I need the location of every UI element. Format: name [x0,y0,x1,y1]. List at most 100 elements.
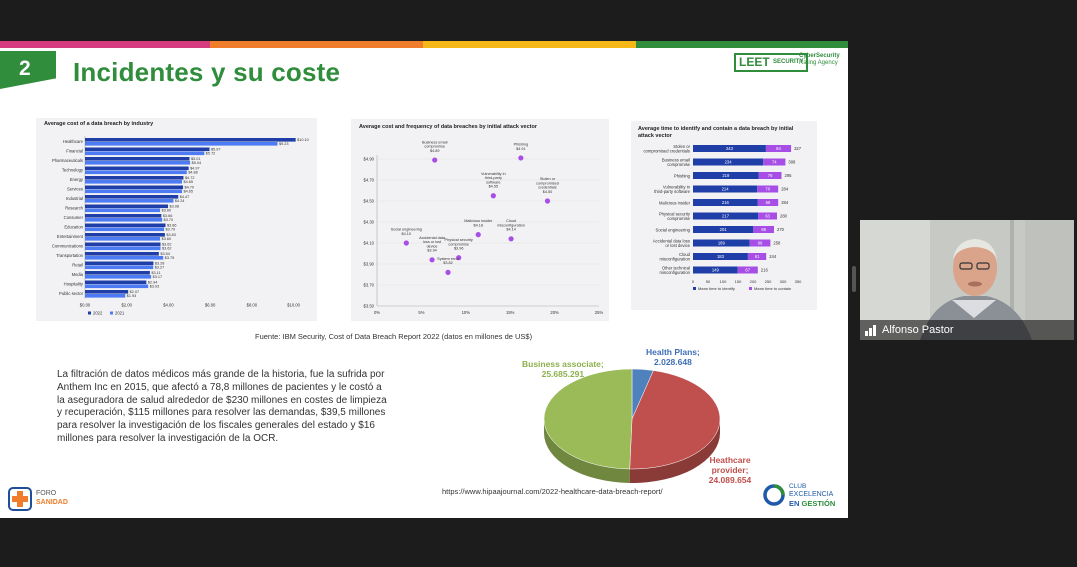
time-x-tick: 250 [765,279,772,284]
leet-logo: LEET SECURITY [734,53,809,72]
pie-label-health-plans: Health Plans; 2.028.648 [646,347,700,367]
time-bar-stolen-or-compromised-credentials-mean-time-to-contain [765,145,792,152]
pie-label-healthcare-provider-value: 24.089.654 [708,475,752,485]
time-bar-physical-security-compromise-mean-time-to-identify [693,212,759,220]
industry-bar-label-media-2021: $3.17 [153,275,163,279]
scatter-point-label-vulnerability-in-third-party-software: Vulnerability in third-party software $4.55 [481,172,506,189]
pie-label-business-associate-value: 25.685.291 [541,369,585,379]
time-bar-label-vulnerability-in-third-party-software-mean-time-to-identify: 214 [722,187,730,192]
stripe-yellow [423,41,636,48]
industry-bar-label-healthcare-2022: $10.10 [297,138,309,142]
leet-tagline-2: Rating Agency [799,60,838,66]
participant-video-tile[interactable]: Alfonso Pastor [860,220,1074,340]
industry-category-public-sector: Public sector [59,291,84,296]
scatter-point-cloud-misconfiguration [508,236,514,242]
foro-text-2: SANIDAD [36,499,68,506]
time-bar-other-technical-misconfiguration-mean-time-to-identify [693,266,738,274]
source-url: https://www.hipaajournal.com/2022-health… [442,487,663,496]
industry-bar-label-education-2021: $3.79 [166,228,176,232]
pie-label-healthcare-provider: Heathcare provider; 24.089.654 [704,455,756,485]
scatter-point-accidental-data-loss-or-lost-device [429,257,435,263]
scatter-x-tick: 25% [595,310,604,315]
industry-bar-label-transportation-2021: $3.75 [165,256,175,260]
club-excelencia-logo: CLUB EXCELENCIA EN GESTIÓN [763,483,843,511]
industry-category-industrial: Industrial [66,196,83,201]
leet-logo-small: SECURITY [773,59,804,65]
time-bar-phishing-mean-time-to-identify [693,172,759,179]
industry-bar-label-financial-2021: $5.72 [206,152,216,156]
signal-bars-icon [865,325,876,336]
time-category-malicious-insider: Malicious insider [659,201,691,206]
scatter-point-label-business-email-compromise: Business email compromise $4.89 [422,140,448,152]
time-legend-swatch-mean-time-to-contain [749,287,752,290]
time-category-business-email-compromise: Business email compromise [662,158,691,168]
time-bar-other-technical-misconfiguration-mean-time-to-contain [737,266,758,274]
scatter-point-social-engineering [403,240,409,246]
scatter-x-tick: 20% [550,310,559,315]
time-bar-label-business-email-compromise-mean-time-to-identify: 234 [725,160,733,165]
time-category-cloud-misconfiguration: Cloud misconfiguration [660,252,691,262]
time-category-phishing: Phishing [674,174,691,179]
pie-side-business-associate [544,419,630,483]
industry-category-energy: Energy [70,177,84,182]
industry-bar-media-2022 [85,271,150,275]
industry-bar-label-retail-2021: $3.27 [155,266,165,270]
time-bar-label-cloud-misconfiguration-mean-time-to-identify: 183 [717,254,725,259]
scatter-x-tick: 0% [374,310,380,315]
industry-category-financial: Financial [66,149,83,154]
time-x-tick: 300 [780,279,787,284]
scatter-point-label-phishing: Phishing $4.91 [514,143,529,151]
time-bar-phishing-mean-time-to-contain [758,172,782,179]
time-bar-label-accidental-data-loss-or-lost-device-mean-time-to-contain: 69 [758,241,763,246]
industry-bar-transportation-2022 [85,252,159,256]
leet-tagline: CyberSecurity Rating Agency [799,53,840,67]
attack-vector-scatter-figure: Average cost and frequency of data breac… [351,119,609,321]
time-chart-title: Average time to identify and contain a d… [638,126,794,139]
industry-category-healthcare: Healthcare [63,139,84,144]
industry-bar-label-services-2022: $4.70 [185,186,195,190]
industry-bar-technology-2021 [85,170,187,175]
industry-bar-label-entertainment-2022: $3.83 [166,233,176,237]
time-bar-label-cloud-misconfiguration-mean-time-to-contain: 61 [755,254,760,259]
industry-bar-services-2021 [85,189,182,194]
scatter-x-tick: 5% [418,310,424,315]
industry-bar-pharmaceuticals-2022 [85,157,190,161]
industry-bar-public-sector-2022 [85,290,129,294]
industry-bar-research-2021 [85,208,161,213]
stripe-pink [0,41,210,48]
scatter-point-label-stolen-or-compromised-credentials: Stolen or compromised credentials $4.50 [536,177,559,194]
scatter-point-stolen-or-compromised-credentials [544,198,551,204]
time-bar-cloud-misconfiguration-mean-time-to-contain [747,253,767,260]
time-total-malicious-insider: 284 [781,200,789,205]
industry-bar-label-energy-2021: $4.65 [183,180,193,184]
industry-bar-education-2022 [85,223,166,228]
club-text-3b: GESTIÓN [801,499,836,508]
industry-bar-entertainment-2022 [85,233,165,237]
industry-bar-transportation-2021 [85,256,164,260]
industry-bar-label-entertainment-2021: $3.60 [162,237,172,241]
time-bar-label-other-technical-misconfiguration-mean-time-to-contain: 67 [745,268,750,273]
scatter-chart-title: Average cost and frequency of data breac… [359,124,537,130]
club-text-2: EXCELENCIA [789,491,834,498]
industry-bar-media-2021 [85,275,152,279]
industry-legend-swatch-2022 [88,311,91,315]
pie-label-business-associate-name: Business associate; [522,359,604,369]
industry-category-services: Services [67,187,83,192]
industry-bar-retail-2022 [85,261,154,266]
club-text-3: EN GESTIÓN [789,499,835,508]
industry-x-tick: $0.00 [80,303,91,308]
industry-bar-label-hospitality-2022: $2.94 [148,281,158,285]
time-bar-label-phishing-mean-time-to-contain: 76 [768,173,773,178]
foro-cross-icon [8,487,32,511]
time-bar-malicious-insider-mean-time-to-contain [757,199,779,206]
shared-slide: 2 Incidentes y su coste LEET SECURITY Cy… [0,41,848,518]
industry-bar-energy-2022 [85,176,184,180]
foro-sanidad-logo: FORO SANIDAD [8,487,98,511]
pie-label-health-plans-value: 2.028.648 [654,357,692,367]
video-resize-handle[interactable] [852,266,856,292]
industry-bar-hospitality-2021 [85,284,149,289]
club-text-3a: EN [789,499,802,508]
time-bar-business-email-compromise-mean-time-to-contain [763,158,786,166]
time-total-accidental-data-loss-or-lost-device: 258 [773,241,781,246]
industry-legend-label-2021: 2021 [115,311,125,316]
